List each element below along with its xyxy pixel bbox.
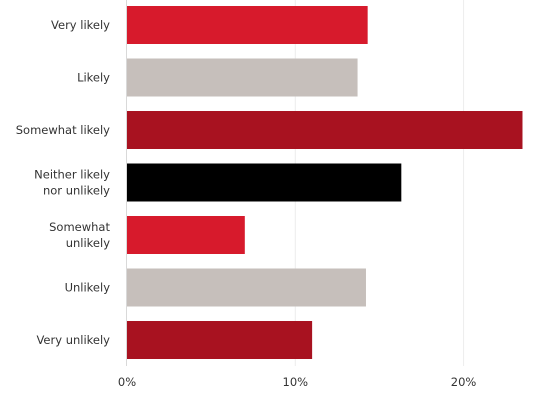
bar [127,163,402,202]
bar [127,268,366,307]
category-label: Very unlikely [36,333,110,347]
category-label: Neither likely [34,168,110,182]
category-label: Somewhat likely [16,123,110,137]
category-label: Likely [77,71,110,85]
category-label: unlikely [66,236,110,250]
category-label: nor unlikely [43,184,110,198]
x-tick-label: 10% [283,375,309,389]
bars-layer [127,6,523,359]
category-label: Very likely [51,18,110,32]
category-label: Somewhat [49,220,110,234]
bar [127,111,523,149]
x-axis-ticks: 0% 10% 20% [118,375,477,389]
bar [127,216,245,254]
x-tick-label: 20% [451,375,477,389]
bar [127,58,358,97]
x-tick-label: 0% [118,375,136,389]
bar [127,321,313,359]
category-label: Unlikely [65,281,111,295]
category-labels: Very likely Likely Somewhat likely Neither … [16,18,111,347]
bar [127,6,368,44]
